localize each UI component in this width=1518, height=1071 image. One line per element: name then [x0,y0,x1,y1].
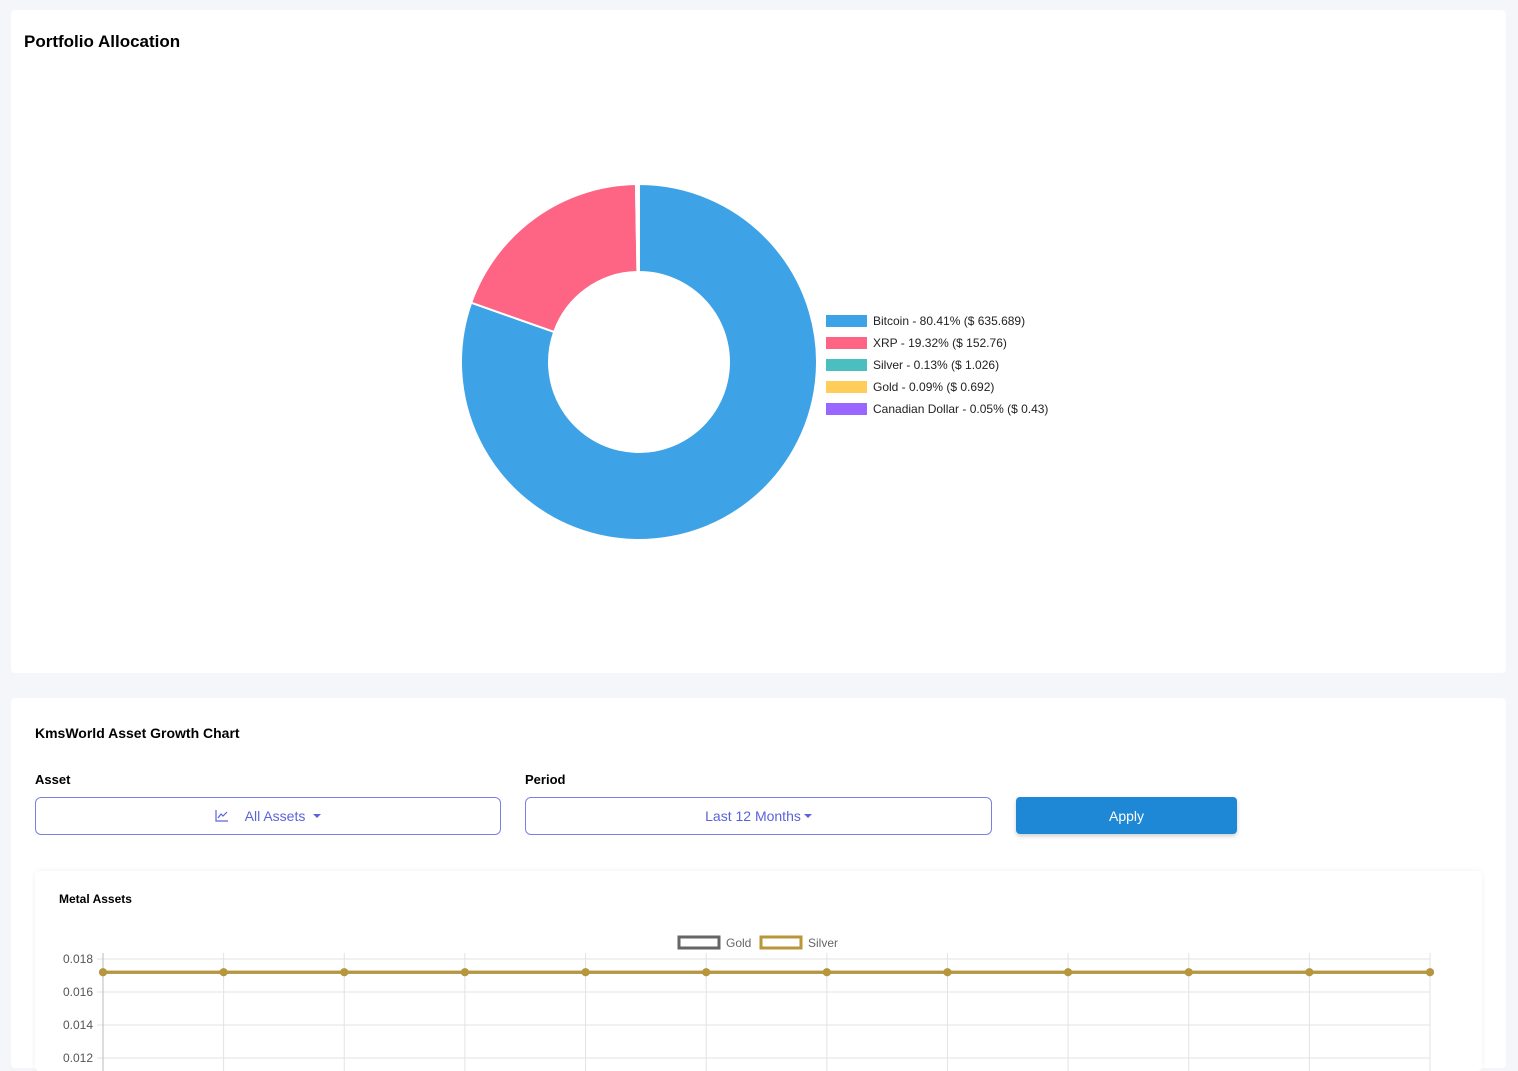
data-point-silver[interactable] [99,968,107,977]
legend-item[interactable]: Bitcoin - 80.41% ($ 635.689) [826,310,1048,332]
data-point-silver[interactable] [1184,968,1193,977]
data-point-silver[interactable] [822,968,831,977]
portfolio-allocation-title: Portfolio Allocation [24,32,181,51]
legend-label: Canadian Dollar - 0.05% ($ 0.43) [873,402,1049,416]
legend-swatch [826,359,867,371]
allocation-legend: Bitcoin - 80.41% ($ 635.689) XRP - 19.32%… [826,310,1048,420]
legend-label: Bitcoin - 80.41% ($ 635.689) [873,314,1026,328]
y-tick-label: 0.018 [63,952,93,966]
asset-select-value: All Assets [244,808,306,824]
asset-growth-title: KmsWorld Asset Growth Chart [35,725,240,741]
period-label: Period [525,772,566,787]
period-select[interactable]: Last 12 Months [525,797,992,835]
period-select-value: Last 12 Months [705,808,801,824]
y-tick-label: 0.016 [63,985,93,999]
data-point-silver[interactable] [702,968,711,977]
asset-growth-card: KmsWorld Asset Growth Chart Asset All As… [11,698,1506,1071]
legend-label: Gold - 0.09% ($ 0.692) [873,380,995,394]
apply-button[interactable]: Apply [1016,797,1237,834]
data-point-silver[interactable] [581,968,590,977]
data-point-silver[interactable] [219,968,228,977]
legend-label: Silver - 0.13% ($ 1.026) [873,358,1000,372]
data-point-silver[interactable] [1305,968,1314,977]
data-point-silver[interactable] [460,968,469,977]
asset-label: Asset [35,772,71,787]
asset-select[interactable]: All Assets [35,797,501,835]
data-point-silver[interactable] [1064,968,1073,977]
chevron-down-icon [313,814,322,818]
donut-slice-xrp[interactable] [469,183,639,334]
legend-swatch [826,337,867,349]
legend-item[interactable]: Gold - 0.09% ($ 0.692) [826,376,1048,398]
data-point-silver[interactable] [943,968,952,977]
donut-slice-canadian-dollar[interactable] [637,182,640,274]
donut-slice-bitcoin[interactable] [460,182,818,541]
legend-label: XRP - 19.32% ($ 152.76) [873,336,1007,350]
y-tick-label: 0.012 [63,1051,93,1065]
legend-item[interactable]: XRP - 19.32% ($ 152.76) [826,332,1048,354]
legend-swatch [826,381,867,393]
line-chart-icon [215,809,229,825]
legend-swatch [826,315,867,327]
portfolio-allocation-card: Portfolio Allocation Bitcoin - 80.41% ($… [11,10,1506,673]
line-legend-label[interactable]: Silver [808,936,838,950]
line-legend-swatch[interactable] [677,935,721,950]
legend-item[interactable]: Silver - 0.13% ($ 1.026) [826,354,1048,376]
data-point-silver[interactable] [1426,968,1434,977]
legend-swatch [826,403,867,415]
y-tick-label: 0.014 [63,1018,93,1032]
metal-assets-line-chart: Gold Silver 0.018 0.016 0.014 0.012 [63,935,1434,1071]
allocation-donut-chart [460,182,818,541]
legend-item[interactable]: Canadian Dollar - 0.05% ($ 0.43) [826,398,1048,420]
chevron-down-icon [803,814,812,818]
metal-assets-card: Metal Assets Gold Silver 0.018 0.016 0.014 0.… [35,871,1482,1071]
metal-assets-title: Metal Assets [59,892,132,906]
data-point-silver[interactable] [340,968,349,977]
line-legend-swatch[interactable] [759,935,803,950]
line-legend-label[interactable]: Gold [726,936,751,950]
